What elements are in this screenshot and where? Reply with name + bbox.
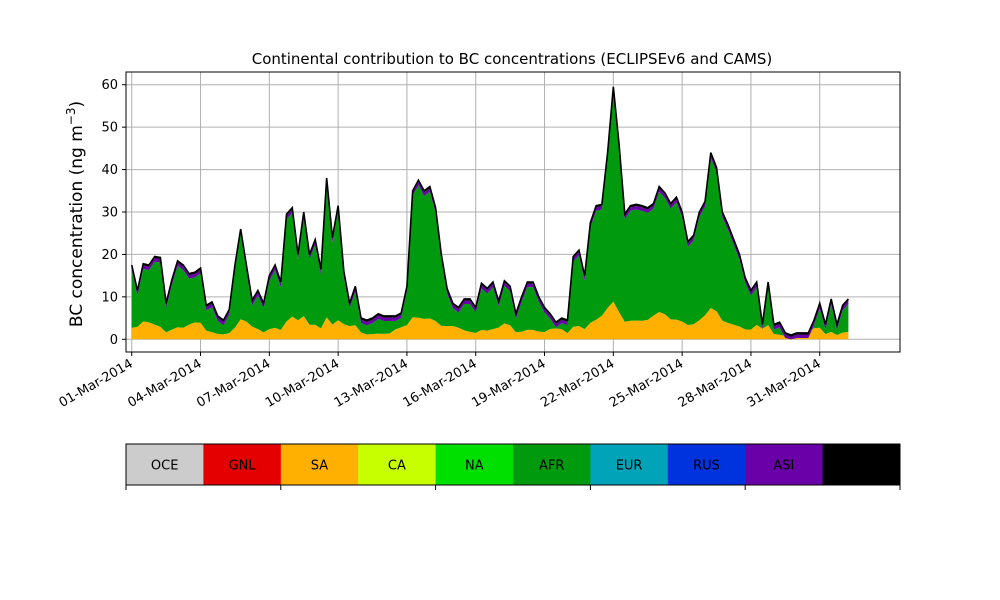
colorbar-label: AUS — [848, 459, 875, 474]
x-tick-label: 01-Mar-2014 — [57, 356, 136, 410]
x-tick-label: 10-Mar-2014 — [263, 356, 342, 410]
colorbar-label: RUS — [693, 459, 720, 474]
y-tick-label: 30 — [101, 206, 118, 221]
colorbar-label: AFR — [539, 459, 564, 474]
y-tick-label: 60 — [101, 78, 118, 93]
colorbar-swatch-na — [435, 444, 514, 485]
area-afr — [131, 91, 849, 340]
total-line — [130, 86, 849, 336]
colorbar-swatch-sa — [280, 444, 359, 485]
colorbar-label: EUR — [616, 459, 643, 474]
x-tick-label: 22-Mar-2014 — [538, 356, 617, 410]
x-tick-label: 25-Mar-2014 — [607, 356, 686, 410]
x-axis: 01-Mar-201404-Mar-201407-Mar-201410-Mar-… — [57, 352, 824, 411]
x-tick-label: 04-Mar-2014 — [125, 356, 204, 410]
colorbar-label: CA — [388, 459, 406, 474]
plot-area — [125, 71, 901, 353]
colorbar-swatch-asi — [745, 444, 823, 485]
y-tick-label: 10 — [101, 290, 118, 305]
colorbar-swatch-eur — [590, 444, 669, 485]
colorbar-frame — [125, 443, 901, 486]
colorbar-swatch-aus — [822, 444, 901, 485]
colorbar-label: SA — [311, 459, 328, 474]
y-tick-label: 0 — [110, 333, 118, 348]
colorbar-legend: OCE GNL SA CA NA AFR EUR RUS ASI AUS — [125, 443, 901, 490]
colorbar-label: ASI — [773, 459, 794, 474]
y-tick-label: 40 — [101, 163, 118, 178]
area-sa — [131, 301, 849, 340]
x-tick-label: 28-Mar-2014 — [676, 356, 755, 410]
x-tick-label: 16-Mar-2014 — [401, 356, 480, 410]
y-tick-label: 20 — [101, 248, 118, 263]
chart-title: Continental contribution to BC concentra… — [252, 50, 773, 68]
colorbar-swatch-oce — [126, 444, 204, 485]
colorbar-label: GNL — [229, 459, 257, 474]
area-aus — [131, 86, 849, 337]
x-tick-label: 19-Mar-2014 — [469, 356, 548, 410]
colorbar-label: NA — [465, 459, 484, 474]
colorbar-swatch-ca — [358, 444, 436, 485]
area-asi — [131, 88, 849, 340]
y-axis: 0 10 20 30 40 50 60 — [101, 78, 126, 348]
x-tick-label: 31-Mar-2014 — [745, 356, 824, 410]
y-axis-label: BC concentration (ng m−3) — [64, 101, 87, 327]
x-tick-label: 13-Mar-2014 — [332, 356, 411, 410]
x-tick-label: 07-Mar-2014 — [194, 356, 273, 410]
colorbar-swatch-gnl — [203, 444, 282, 485]
y-tick-label: 50 — [101, 121, 118, 136]
colorbar-swatch-rus — [667, 444, 746, 485]
colorbar-swatch-afr — [513, 444, 591, 485]
colorbar-label: OCE — [151, 459, 179, 474]
